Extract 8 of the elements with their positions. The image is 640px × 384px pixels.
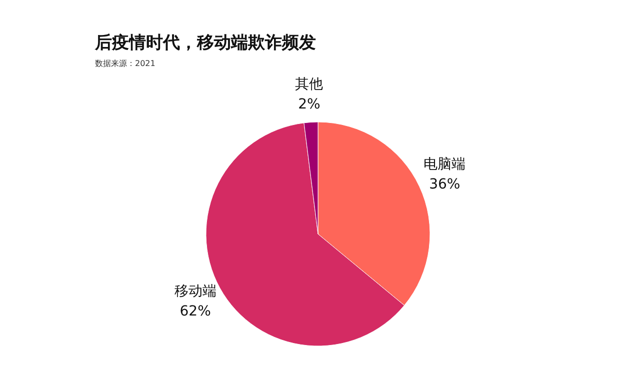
data-label: 62% bbox=[180, 303, 211, 320]
source-note: 数据来源：2021 bbox=[95, 59, 156, 68]
slice-label: 移动端 bbox=[174, 283, 216, 300]
chart-title: 后疫情时代，移动端欺诈频发 bbox=[94, 33, 316, 53]
data-label: 2% bbox=[298, 96, 320, 112]
slice-label: 电脑端 bbox=[424, 156, 466, 172]
slice-label: 其他 bbox=[295, 76, 324, 92]
data-label: 36% bbox=[429, 176, 460, 192]
